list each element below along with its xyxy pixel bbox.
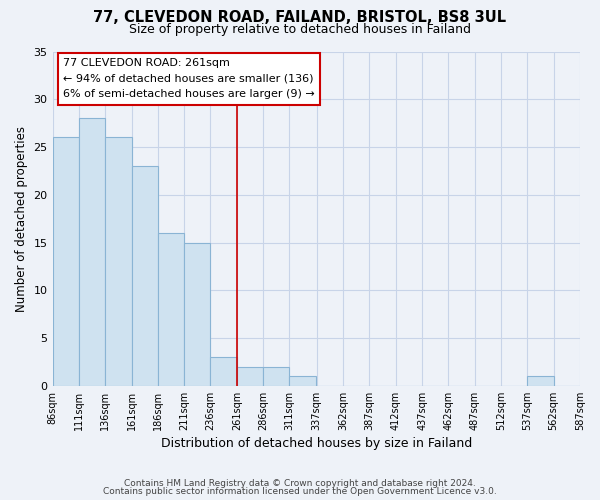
Bar: [527, 376, 554, 386]
Text: 77 CLEVEDON ROAD: 261sqm
← 94% of detached houses are smaller (136)
6% of semi-d: 77 CLEVEDON ROAD: 261sqm ← 94% of detach…: [63, 58, 315, 100]
Y-axis label: Number of detached properties: Number of detached properties: [15, 126, 28, 312]
Bar: [289, 376, 316, 386]
Text: Size of property relative to detached houses in Failand: Size of property relative to detached ho…: [129, 22, 471, 36]
Bar: [79, 118, 105, 386]
Text: Contains HM Land Registry data © Crown copyright and database right 2024.: Contains HM Land Registry data © Crown c…: [124, 478, 476, 488]
Bar: [211, 357, 237, 386]
Bar: [237, 366, 263, 386]
Bar: [263, 366, 289, 386]
Bar: [53, 138, 79, 386]
Bar: [184, 242, 211, 386]
X-axis label: Distribution of detached houses by size in Failand: Distribution of detached houses by size …: [161, 437, 472, 450]
Bar: [158, 233, 184, 386]
Text: Contains public sector information licensed under the Open Government Licence v3: Contains public sector information licen…: [103, 487, 497, 496]
Bar: [105, 138, 131, 386]
Text: 77, CLEVEDON ROAD, FAILAND, BRISTOL, BS8 3UL: 77, CLEVEDON ROAD, FAILAND, BRISTOL, BS8…: [94, 10, 506, 25]
Bar: [131, 166, 158, 386]
